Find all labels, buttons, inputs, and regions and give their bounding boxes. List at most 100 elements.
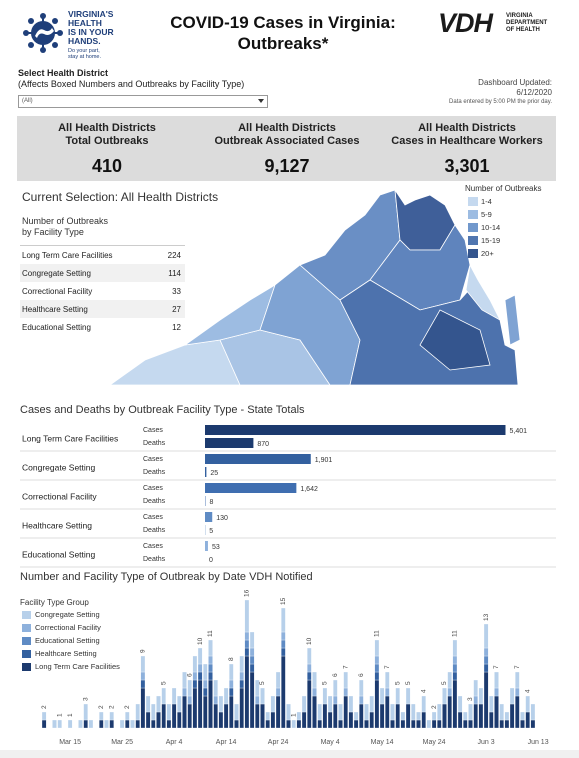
kpi: All Health Districts Total Outbreaks 410 [17,122,197,177]
legend-swatch [22,611,31,619]
bar-segment [296,711,302,721]
bar-segment [192,679,198,689]
map-region[interactable] [465,263,501,321]
value-label: 1,901 [315,457,333,464]
bar-segment [218,711,224,729]
value-label: 1,642 [300,486,318,493]
bar-segment [99,711,104,721]
bar-segment [499,719,504,729]
bar-segment [525,695,530,713]
bar-segment [348,695,354,713]
bar-segment [452,671,458,681]
total-label: 11 [452,630,459,637]
bar-segment [333,679,338,697]
legend-swatch [22,637,31,645]
bar-segment [249,647,255,657]
legend-item: 1-4 [465,196,541,209]
bar-segment [177,695,182,713]
bar-segment [187,703,192,729]
bar-segment [520,719,525,729]
bar-segment [166,719,172,729]
bar-segment [421,711,426,729]
map-legend: Number of Outbreaks 1-4 5-9 10-14 15-19 20+ [465,184,541,261]
bar-segment [223,703,229,729]
bar-segment [374,663,380,673]
bar-segment [166,703,172,721]
x-tick-label: Mar 15 [59,739,81,746]
category-label: Educational Setting [22,549,96,559]
bar-segment [457,711,463,729]
map-region[interactable] [504,294,521,346]
bar-segment [161,703,166,729]
bar-segment [119,719,125,729]
bar-segment [229,687,234,697]
bar-segment [333,695,338,705]
total-label: 5 [160,681,167,685]
table-row: Educational Setting 12 [20,318,185,336]
value-label: 25 [210,470,218,477]
bar-segment [156,711,161,729]
bar-segment [41,711,47,721]
bar-segment [182,695,187,729]
bar-segment [431,719,437,729]
kpi-title: All Health Districts [238,122,336,134]
total-label: 4 [420,689,427,693]
bar-segment [494,671,499,689]
bar-segment [494,695,499,729]
legend-item: 5-9 [465,209,541,222]
bar-segment [504,719,510,729]
bar-segment [343,671,348,689]
logo-tagline: Do your part, [68,48,100,54]
bar-segment [364,719,369,729]
vdh-logo: VDH [438,8,493,38]
series-label: Deaths [143,469,166,476]
virginia-map [108,189,521,386]
total-label: 4 [524,689,531,693]
table-title-line: Number of Outbreaks [22,216,109,226]
bar-segment [400,711,406,721]
legend-swatch [22,663,31,671]
kpi-value: 410 [91,156,123,176]
legend-item: 15-19 [465,235,541,248]
map-region[interactable] [108,339,241,386]
value-label: 5,401 [509,428,527,435]
bar-segment [483,647,489,657]
kpi-title: All Health Districts [58,122,156,134]
legend-label: 15-19 [481,236,501,245]
total-label: 6 [186,673,193,677]
bar-segment [452,663,458,673]
bar-segment [463,719,468,729]
bar-segment [322,703,328,729]
logo-line: HANDS. [68,36,101,46]
bar-segment [447,695,452,729]
bar-segment [182,671,187,689]
legend-swatch [22,650,31,658]
total-label: 2 [41,705,48,709]
total-label: 10 [306,637,313,645]
kpi-value: 9,127 [264,156,310,176]
bar-segment [291,719,296,729]
x-tick-label: Jun 13 [528,739,549,746]
category-label: Correctional Facility [22,491,97,501]
bar-segment [317,719,322,729]
map-region[interactable] [419,309,491,371]
bar [205,483,297,493]
legend-label: 5-9 [481,210,492,219]
total-label: 2 [108,705,115,709]
district-dropdown[interactable]: (All) [18,95,268,108]
bar-segment [244,647,250,657]
bar-segment [343,695,348,729]
bar-segment [489,711,494,729]
bar-segment [255,679,260,697]
bar-segment [125,711,130,721]
total-label: 5 [405,681,412,685]
bar-segment [187,679,192,697]
value-label: 0 [209,557,213,564]
bar-segment [338,703,343,721]
legend-label: 20+ [481,249,494,258]
bar-segment [151,703,156,721]
total-label: 2 [431,705,438,709]
bar-segment [208,655,213,665]
bar-segment [197,671,203,681]
kpi-title: Outbreak Associated Cases [214,135,360,147]
